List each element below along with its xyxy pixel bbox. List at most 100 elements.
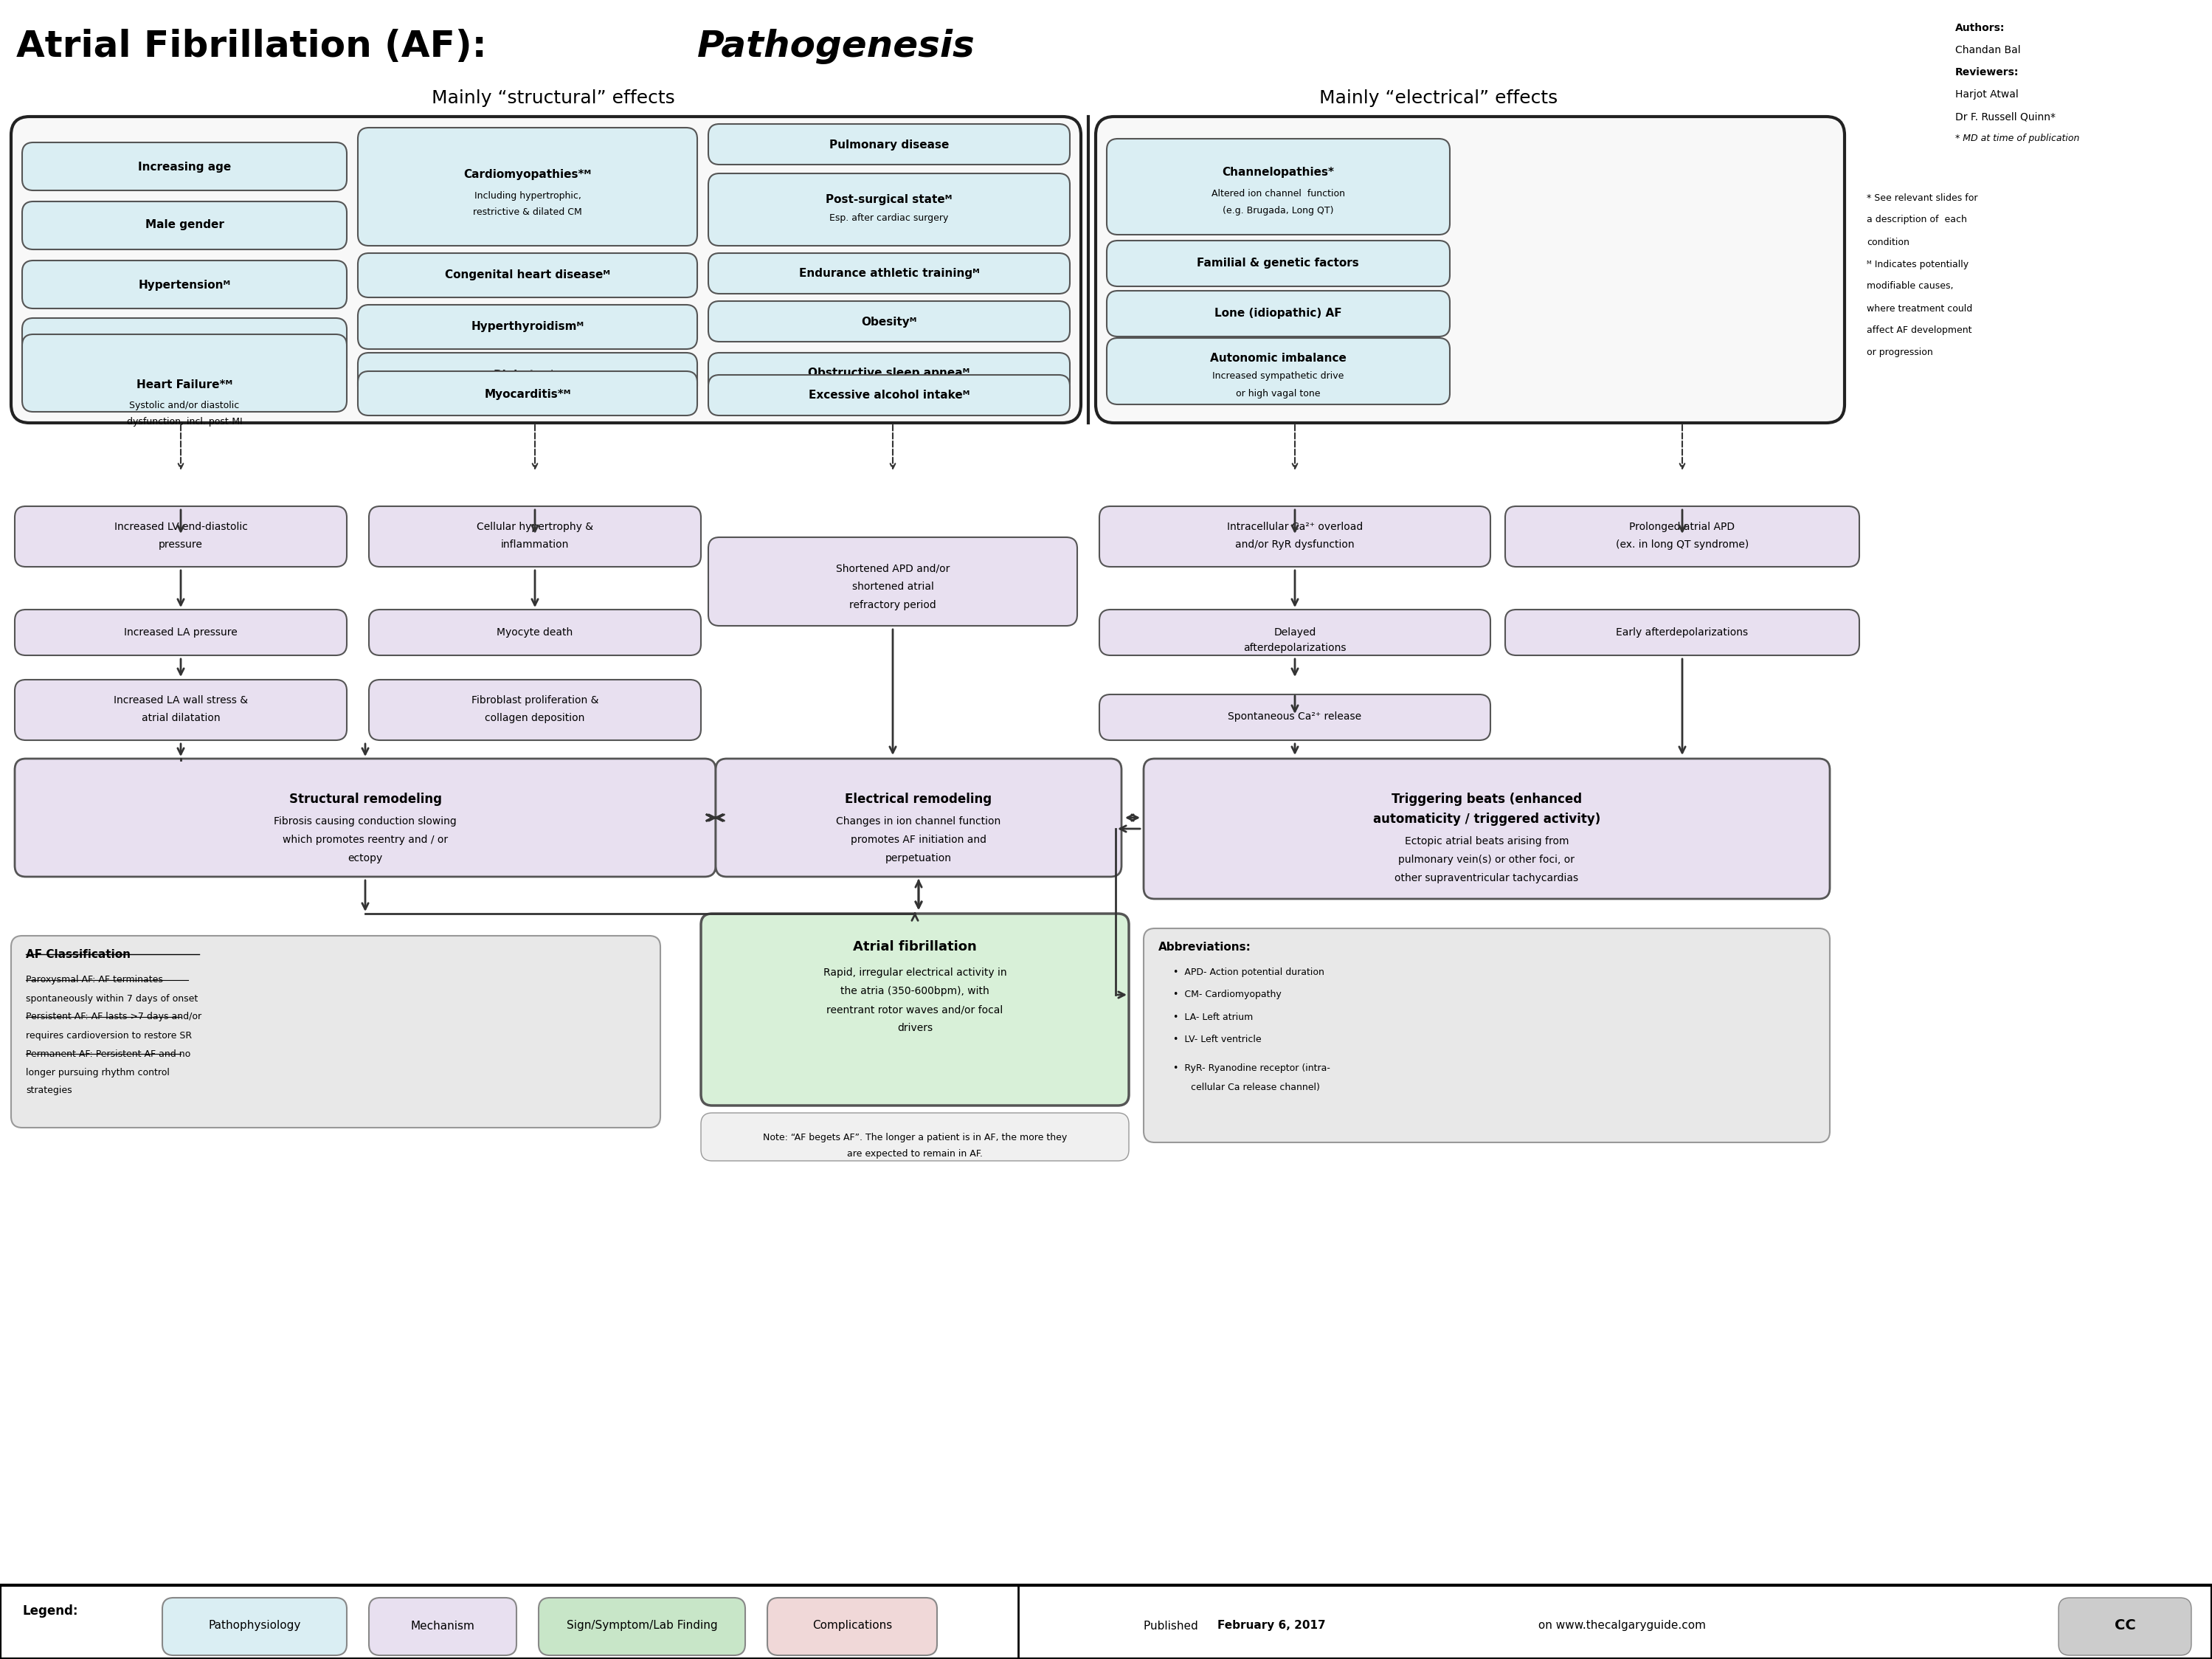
Text: Shortened APD and/or: Shortened APD and/or	[836, 562, 949, 574]
FancyBboxPatch shape	[708, 353, 1071, 393]
Text: CC: CC	[2115, 1619, 2135, 1632]
Text: February 6, 2017: February 6, 2017	[1217, 1621, 1325, 1631]
Text: shortened atrial: shortened atrial	[852, 582, 933, 592]
Text: Heart Failure*ᴹ: Heart Failure*ᴹ	[137, 380, 232, 392]
FancyBboxPatch shape	[0, 1586, 2212, 1659]
Text: Increased LV end-diastolic: Increased LV end-diastolic	[115, 523, 248, 533]
Text: Excessive alcohol intakeᴹ: Excessive alcohol intakeᴹ	[810, 390, 969, 401]
Text: Dr F. Russell Quinn*: Dr F. Russell Quinn*	[1955, 111, 2055, 121]
Text: Triggering beats (enhanced: Triggering beats (enhanced	[1391, 793, 1582, 806]
Text: refractory period: refractory period	[849, 601, 936, 611]
Text: atrial dilatation: atrial dilatation	[142, 713, 221, 723]
Text: •  LA- Left atrium: • LA- Left atrium	[1172, 1012, 1252, 1022]
Text: Chandan Bal: Chandan Bal	[1955, 45, 2020, 55]
FancyBboxPatch shape	[369, 609, 701, 655]
Text: AF Classification: AF Classification	[27, 949, 131, 961]
FancyBboxPatch shape	[768, 1598, 938, 1656]
Text: Myocarditis*ᴹ: Myocarditis*ᴹ	[484, 388, 571, 400]
Text: Early afterdepolarizations: Early afterdepolarizations	[1617, 627, 1747, 637]
Text: Cardiomyopathies*ᴹ: Cardiomyopathies*ᴹ	[465, 169, 591, 179]
Text: Mainly “structural” effects: Mainly “structural” effects	[431, 90, 675, 108]
Text: Valvular heart disease*: Valvular heart disease*	[111, 337, 259, 348]
FancyBboxPatch shape	[708, 538, 1077, 625]
Text: Persistent AF: AF lasts >7 days and/or: Persistent AF: AF lasts >7 days and/or	[27, 1012, 201, 1022]
Text: Channelopathies*: Channelopathies*	[1221, 166, 1334, 178]
Text: Sign/Symptom/Lab Finding: Sign/Symptom/Lab Finding	[566, 1621, 717, 1631]
Text: Pulmonary disease: Pulmonary disease	[830, 139, 949, 151]
Text: drivers: drivers	[898, 1024, 933, 1034]
FancyBboxPatch shape	[15, 609, 347, 655]
Text: automaticity / triggered activity): automaticity / triggered activity)	[1374, 813, 1601, 826]
FancyBboxPatch shape	[1504, 506, 1860, 567]
Text: Pathophysiology: Pathophysiology	[208, 1621, 301, 1631]
Text: Ectopic atrial beats arising from: Ectopic atrial beats arising from	[1405, 836, 1568, 846]
Text: Congenital heart diseaseᴹ: Congenital heart diseaseᴹ	[445, 270, 611, 280]
Text: spontaneously within 7 days of onset: spontaneously within 7 days of onset	[27, 994, 197, 1004]
FancyBboxPatch shape	[1095, 116, 1845, 423]
Text: Rapid, irregular electrical activity in: Rapid, irregular electrical activity in	[823, 967, 1006, 977]
Text: Mechanism: Mechanism	[411, 1621, 476, 1631]
FancyBboxPatch shape	[15, 758, 717, 876]
FancyBboxPatch shape	[22, 143, 347, 191]
Text: Diabetes*ᴹ: Diabetes*ᴹ	[493, 370, 562, 380]
Text: Esp. after cardiac surgery: Esp. after cardiac surgery	[830, 214, 949, 224]
Text: Obstructive sleep apneaᴹ: Obstructive sleep apneaᴹ	[807, 368, 971, 378]
FancyBboxPatch shape	[701, 914, 1128, 1105]
Text: Electrical remodeling: Electrical remodeling	[845, 793, 991, 806]
FancyBboxPatch shape	[22, 335, 347, 411]
Text: Fibroblast proliferation &: Fibroblast proliferation &	[471, 695, 599, 705]
FancyBboxPatch shape	[358, 254, 697, 297]
FancyBboxPatch shape	[11, 936, 661, 1128]
FancyBboxPatch shape	[1144, 758, 1829, 899]
Text: Atrial Fibrillation (AF):: Atrial Fibrillation (AF):	[15, 28, 500, 65]
Text: Hypertensionᴹ: Hypertensionᴹ	[139, 279, 230, 290]
Text: are expected to remain in AF.: are expected to remain in AF.	[847, 1148, 982, 1158]
Text: pressure: pressure	[159, 539, 204, 549]
Text: Legend:: Legend:	[22, 1604, 77, 1618]
Text: Permanent AF: Persistent AF and no: Permanent AF: Persistent AF and no	[27, 1048, 190, 1058]
Text: Increased sympathetic drive: Increased sympathetic drive	[1212, 372, 1343, 382]
FancyBboxPatch shape	[358, 128, 697, 246]
Text: Altered ion channel  function: Altered ion channel function	[1212, 189, 1345, 199]
Text: a description of  each: a description of each	[1867, 216, 1966, 224]
Text: or progression: or progression	[1867, 348, 1933, 358]
FancyBboxPatch shape	[22, 201, 347, 249]
FancyBboxPatch shape	[1106, 338, 1449, 405]
Text: promotes AF initiation and: promotes AF initiation and	[852, 834, 987, 844]
FancyBboxPatch shape	[2059, 1598, 2192, 1656]
FancyBboxPatch shape	[538, 1598, 745, 1656]
FancyBboxPatch shape	[369, 506, 701, 567]
FancyBboxPatch shape	[22, 260, 347, 309]
FancyBboxPatch shape	[1099, 609, 1491, 655]
Text: Structural remodeling: Structural remodeling	[290, 793, 442, 806]
Text: Hyperthyroidismᴹ: Hyperthyroidismᴹ	[471, 322, 584, 332]
Text: Harjot Atwal: Harjot Atwal	[1955, 90, 2020, 100]
FancyBboxPatch shape	[1106, 290, 1449, 337]
FancyBboxPatch shape	[369, 1598, 515, 1656]
Text: Authors:: Authors:	[1955, 23, 2004, 33]
Text: Reviewers:: Reviewers:	[1955, 66, 2020, 78]
Text: Systolic and/or diastolic: Systolic and/or diastolic	[128, 401, 239, 411]
Text: Atrial fibrillation: Atrial fibrillation	[854, 941, 978, 954]
Text: Male gender: Male gender	[146, 219, 223, 231]
Text: affect AF development: affect AF development	[1867, 325, 1971, 335]
Text: condition: condition	[1867, 237, 1909, 247]
FancyBboxPatch shape	[1106, 241, 1449, 287]
Text: Prolonged atrial APD: Prolonged atrial APD	[1630, 523, 1734, 533]
Text: ectopy: ectopy	[347, 853, 383, 863]
FancyBboxPatch shape	[358, 353, 697, 397]
FancyBboxPatch shape	[358, 305, 697, 348]
Text: on www.thecalgaryguide.com: on www.thecalgaryguide.com	[1535, 1621, 1705, 1631]
Text: Familial & genetic factors: Familial & genetic factors	[1197, 257, 1358, 269]
Text: Delayed: Delayed	[1274, 627, 1316, 637]
Text: Increased LA pressure: Increased LA pressure	[124, 627, 237, 637]
Text: (e.g. Brugada, Long QT): (e.g. Brugada, Long QT)	[1223, 206, 1334, 216]
FancyBboxPatch shape	[708, 174, 1071, 246]
Text: reentrant rotor waves and/or focal: reentrant rotor waves and/or focal	[827, 1004, 1004, 1015]
Text: or high vagal tone: or high vagal tone	[1237, 388, 1321, 398]
FancyBboxPatch shape	[1099, 695, 1491, 740]
Text: Intracellular Ca²⁺ overload: Intracellular Ca²⁺ overload	[1228, 523, 1363, 533]
FancyBboxPatch shape	[1144, 929, 1829, 1143]
Text: modifiable causes,: modifiable causes,	[1867, 282, 1953, 290]
Text: Lone (idiopathic) AF: Lone (idiopathic) AF	[1214, 309, 1343, 319]
